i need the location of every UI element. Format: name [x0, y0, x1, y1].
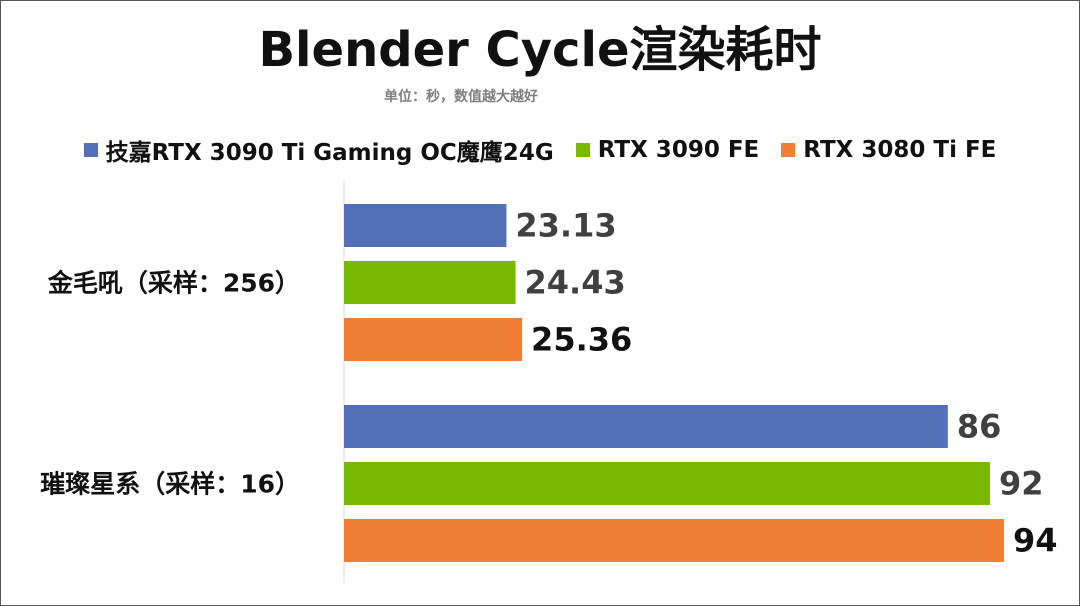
- chart-title: Blender Cycle渲染耗时: [258, 22, 822, 78]
- data-label: 86: [957, 408, 1002, 446]
- bar: [344, 318, 523, 361]
- legend-label: RTX 3080 Ti FE: [803, 137, 997, 163]
- bar: [344, 204, 507, 247]
- legend-swatch: [575, 143, 590, 157]
- legend-item-rtx3080tife: RTX 3080 Ti FE: [781, 137, 996, 163]
- data-label: 94: [1013, 522, 1058, 560]
- bar: [344, 462, 990, 505]
- bar: [344, 405, 948, 448]
- legend-label: RTX 3090 FE: [597, 137, 760, 163]
- chart-subtitle: 单位：秒，数值越大越好: [384, 89, 538, 105]
- legend-label: 技嘉RTX 3090 Ti Gaming OC魔鹰24G: [105, 140, 554, 166]
- legend-swatch: [781, 143, 796, 157]
- data-label: 24.43: [525, 264, 626, 302]
- bar: [344, 519, 1004, 562]
- category-label: 璀璨星系（采样：16）: [40, 470, 300, 499]
- category-label: 金毛吼（采样：256）: [47, 269, 300, 298]
- legend-item-gigabyte-3090ti: 技嘉RTX 3090 Ti Gaming OC魔鹰24G: [83, 133, 554, 167]
- data-label: 92: [999, 465, 1044, 503]
- legend-swatch: [83, 143, 98, 157]
- legend-item-rtx3090fe: RTX 3090 FE: [575, 137, 760, 163]
- bar: [344, 261, 516, 304]
- chart-legend: 技嘉RTX 3090 Ti Gaming OC魔鹰24G RTX 3090 FE…: [0, 133, 1080, 167]
- data-label: 25.36: [531, 321, 632, 359]
- data-label: 23.13: [515, 207, 616, 245]
